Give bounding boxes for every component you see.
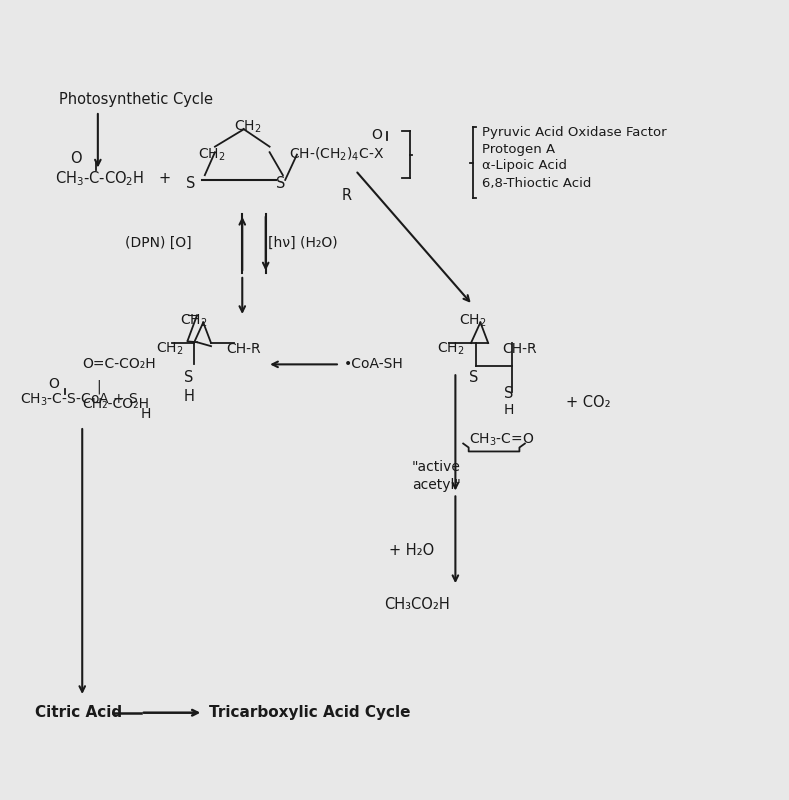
- Text: S: S: [186, 176, 196, 191]
- Text: acetyl": acetyl": [412, 478, 461, 492]
- Text: S: S: [504, 386, 513, 401]
- Text: R: R: [342, 188, 352, 203]
- Text: CH$_3$-C-CO$_2$H: CH$_3$-C-CO$_2$H: [55, 169, 144, 188]
- Text: CH₃CO₂H: CH₃CO₂H: [384, 597, 450, 612]
- Text: •CoA-SH: •CoA-SH: [344, 358, 403, 371]
- Text: CH-R: CH-R: [503, 342, 537, 355]
- Text: (DPN) [O]: (DPN) [O]: [125, 236, 192, 250]
- Text: + H₂O: + H₂O: [389, 543, 434, 558]
- Text: H: H: [504, 402, 514, 417]
- Text: CH$_2$: CH$_2$: [458, 313, 486, 329]
- Text: S: S: [184, 370, 193, 386]
- Text: CH$_2$: CH$_2$: [437, 340, 465, 357]
- Text: O=C-CO₂H: O=C-CO₂H: [82, 358, 156, 371]
- Text: CH$_2$: CH$_2$: [234, 118, 262, 135]
- Text: α-Lipoic Acid: α-Lipoic Acid: [482, 159, 567, 172]
- Text: CH$_3$-C-S-CoA + S: CH$_3$-C-S-CoA + S: [20, 392, 138, 408]
- Text: CH-R: CH-R: [226, 342, 261, 355]
- Text: CH$_2$: CH$_2$: [180, 313, 208, 329]
- Text: 6,8-Thioctic Acid: 6,8-Thioctic Acid: [482, 177, 591, 190]
- Text: S: S: [469, 370, 478, 386]
- Text: H: H: [140, 407, 151, 422]
- Text: CH-(CH$_2$)$_4$C-X: CH-(CH$_2$)$_4$C-X: [289, 146, 384, 163]
- Text: CH$_3$-C=O: CH$_3$-C=O: [469, 431, 534, 448]
- Text: Photosynthetic Cycle: Photosynthetic Cycle: [59, 92, 213, 106]
- Text: Protogen A: Protogen A: [482, 142, 555, 155]
- Text: S: S: [276, 176, 285, 191]
- Text: CH₂-CO₂H: CH₂-CO₂H: [82, 397, 149, 411]
- Text: O: O: [49, 377, 59, 391]
- Text: Citric Acid: Citric Acid: [36, 706, 122, 720]
- Text: |: |: [96, 379, 101, 394]
- Text: "active: "active: [412, 460, 461, 474]
- Text: Tricarboxylic Acid Cycle: Tricarboxylic Acid Cycle: [209, 706, 410, 720]
- Text: O: O: [371, 128, 382, 142]
- Text: Pyruvic Acid Oxidase Factor: Pyruvic Acid Oxidase Factor: [482, 126, 667, 139]
- Text: [hν] (H₂O): [hν] (H₂O): [268, 236, 338, 250]
- Text: + CO₂: + CO₂: [567, 395, 611, 410]
- Text: CH$_2$: CH$_2$: [198, 146, 225, 162]
- Text: CH$_2$: CH$_2$: [156, 340, 184, 357]
- Text: O: O: [70, 151, 82, 166]
- Text: +: +: [159, 171, 171, 186]
- Text: H: H: [184, 389, 195, 403]
